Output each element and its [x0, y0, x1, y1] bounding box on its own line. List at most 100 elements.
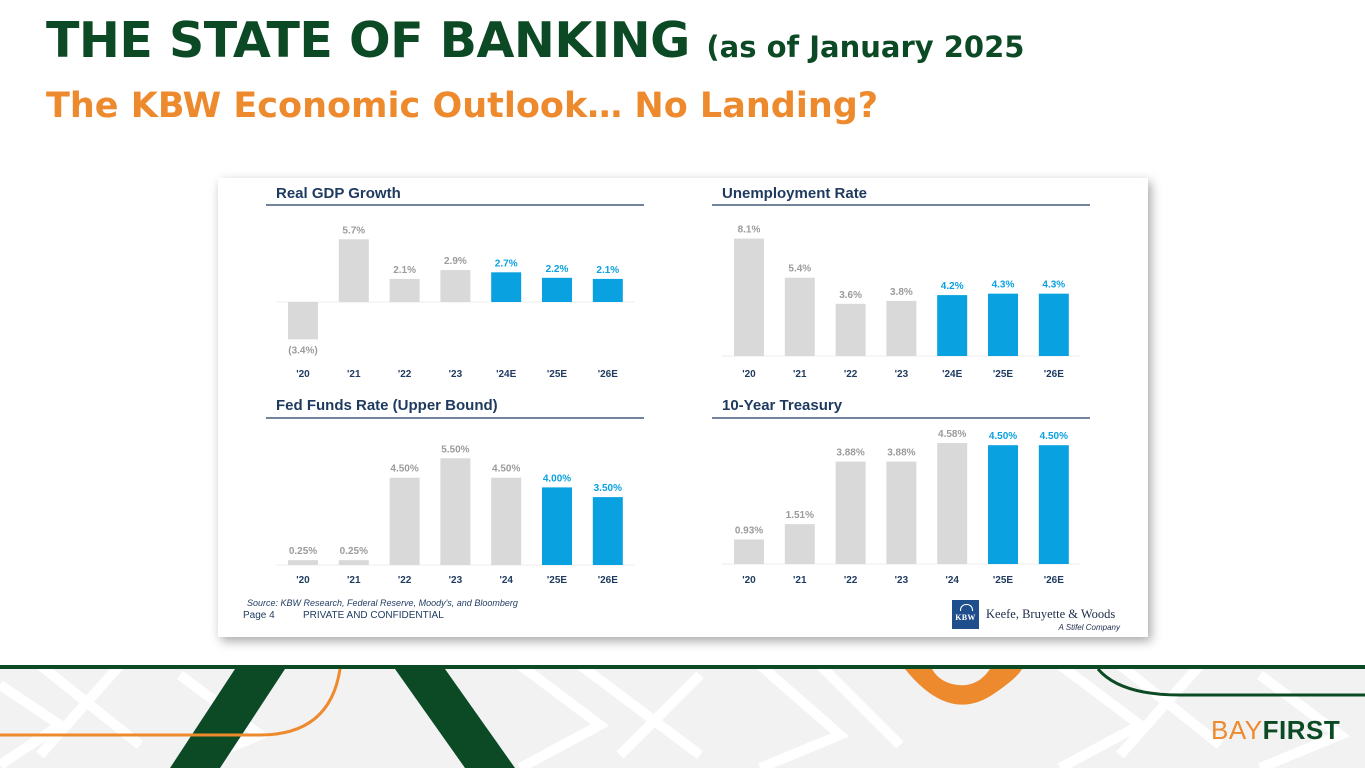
- chart-bar: [988, 293, 1018, 356]
- title-date-suffix: (as of January 2025: [706, 30, 1025, 64]
- chart-data-label: 1.51%: [786, 510, 814, 521]
- chart-bar: [440, 458, 471, 565]
- chart-data-label: 4.50%: [989, 431, 1017, 442]
- chart-bar: [288, 302, 318, 340]
- chart-tick-label: '22: [844, 369, 858, 380]
- chart-bar: [440, 270, 471, 302]
- chart-data-label: 2.2%: [546, 264, 569, 275]
- kbw-logo-icon: KBW: [952, 600, 979, 629]
- chart-bar: [338, 239, 369, 302]
- footer-green-curve: [1096, 668, 1365, 697]
- chart-tick-label: '25E: [993, 575, 1014, 586]
- chart-bar: [886, 300, 917, 356]
- chart-title: 10-Year Treasury: [722, 397, 843, 414]
- chart-data-label: (3.4%): [288, 345, 317, 356]
- chart-bar: [988, 445, 1018, 564]
- footer-lattice-pattern: [0, 665, 1351, 768]
- chart-bar: [592, 497, 623, 565]
- footer-decoration: [0, 665, 1365, 768]
- chart-tick-label: '23: [449, 575, 463, 586]
- chart-data-label: 4.3%: [992, 280, 1015, 291]
- chart-data-label: 2.7%: [495, 258, 518, 269]
- bayfirst-logo-bay: BAY: [1211, 715, 1263, 745]
- chart-tick-label: '24E: [942, 369, 963, 380]
- chart-bar: [491, 477, 522, 565]
- kbw-tagline: A Stifel Company: [1058, 623, 1120, 632]
- footer-orange-curve: [0, 668, 342, 737]
- chart-data-label: 4.3%: [1042, 280, 1065, 291]
- charts-canvas: Real GDP Growth (3.4%) '20 5.7% '21 2.1% '22 2.…: [266, 185, 1090, 586]
- chart-title: Fed Funds Rate (Upper Bound): [276, 397, 498, 414]
- chart-data-label: 2.1%: [596, 265, 619, 276]
- chart-bar: [338, 560, 369, 565]
- chart-tick-label: '20: [742, 369, 756, 380]
- chart-tick-label: '22: [398, 369, 412, 380]
- chart-bar: [937, 443, 968, 564]
- footer-green-stroke-right: [395, 669, 515, 768]
- kbw-logo-text: KBW: [955, 613, 976, 622]
- chart-bar: [937, 295, 968, 356]
- chart-data-label: 5.7%: [342, 225, 365, 236]
- chart-tick-label: '24: [499, 575, 513, 586]
- bayfirst-logo-first: FIRST: [1262, 715, 1341, 745]
- chart-bar: [542, 487, 572, 565]
- chart-tick-label: '25E: [547, 575, 568, 586]
- slide-title: THE STATE OF BANKING (as of January 2025: [46, 12, 1024, 69]
- chart-tick-label: '25E: [993, 369, 1014, 380]
- chart-bar: [288, 560, 318, 565]
- chart-tick-label: '24E: [496, 369, 517, 380]
- chart-tick-label: '21: [793, 575, 807, 586]
- chart-data-label: 3.6%: [839, 290, 862, 301]
- chart-data-label: 5.50%: [441, 444, 469, 455]
- chart-bar: [784, 524, 815, 564]
- chart-tick-label: '22: [398, 575, 412, 586]
- chart-tick-label: '23: [895, 369, 909, 380]
- kbw-charts-card: Real GDP Growth (3.4%) '20 5.7% '21 2.1% '22 2.…: [218, 178, 1148, 637]
- chart-data-label: 0.25%: [289, 546, 317, 557]
- chart-bar: [835, 461, 866, 564]
- chart-title: Real GDP Growth: [276, 185, 401, 202]
- chart-data-label: 4.50%: [1040, 431, 1068, 442]
- chart-data-label: 2.9%: [444, 256, 467, 267]
- chart-title: Unemployment Rate: [722, 185, 867, 202]
- chart-tick-label: '20: [296, 575, 310, 586]
- chart-bar: [491, 272, 522, 302]
- chart-data-label: 4.2%: [941, 281, 964, 292]
- chart-bar: [784, 277, 815, 356]
- chart-tick-label: '21: [347, 575, 361, 586]
- chart-data-label: 3.8%: [890, 287, 913, 298]
- chart-tick-label: '26E: [598, 369, 619, 380]
- chart-bar: [1038, 445, 1069, 564]
- chart-data-label: 3.50%: [594, 483, 622, 494]
- chart-tick-label: '20: [296, 369, 310, 380]
- chart-data-label: 4.50%: [492, 464, 520, 475]
- chart-bar: [1038, 293, 1069, 356]
- chart-bar: [734, 539, 764, 564]
- chart-tick-label: '26E: [598, 575, 619, 586]
- footer-orange-arc: [905, 669, 1022, 705]
- chart-data-label: 3.88%: [836, 448, 864, 459]
- title-main: THE STATE OF BANKING: [46, 12, 690, 69]
- chart-data-label: 4.58%: [938, 429, 966, 440]
- bayfirst-logo: BAYFIRST: [1211, 715, 1340, 746]
- chart-data-label: 8.1%: [738, 225, 761, 236]
- chart-tick-label: '26E: [1044, 575, 1065, 586]
- chart-tick-label: '21: [347, 369, 361, 380]
- confidential-label: PRIVATE AND CONFIDENTIAL: [303, 610, 444, 621]
- chart-bar: [542, 277, 572, 302]
- chart-bar: [389, 477, 420, 565]
- chart-bar: [592, 278, 623, 302]
- source-note: Source: KBW Research, Federal Reserve, M…: [247, 598, 518, 608]
- chart-data-label: 2.1%: [393, 265, 416, 276]
- chart-tick-label: '23: [449, 369, 463, 380]
- chart-tick-label: '23: [895, 575, 909, 586]
- chart-data-label: 0.93%: [735, 525, 763, 536]
- chart-tick-label: '22: [844, 575, 858, 586]
- chart-tick-label: '25E: [547, 369, 568, 380]
- chart-data-label: 4.50%: [390, 464, 418, 475]
- chart-tick-label: '26E: [1044, 369, 1065, 380]
- chart-bar: [734, 238, 764, 356]
- chart-bar: [835, 303, 866, 356]
- chart-bar: [389, 278, 420, 302]
- chart-data-label: 3.88%: [887, 448, 915, 459]
